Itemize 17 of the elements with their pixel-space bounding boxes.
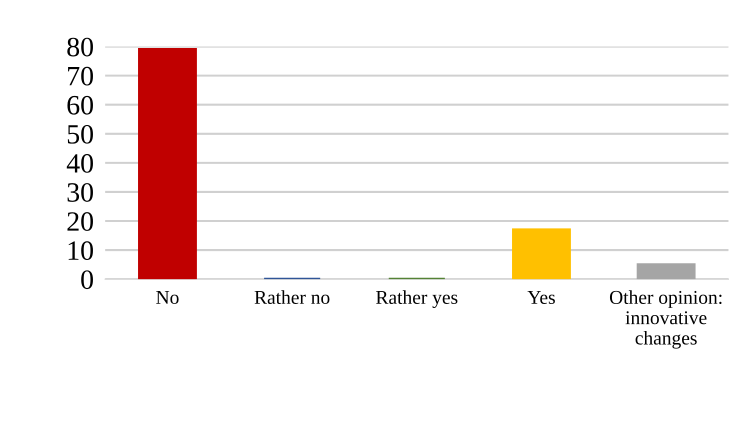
x-tick-label: Rather yes: [376, 290, 458, 308]
y-tick-label: 20: [67, 212, 93, 231]
y-tick-label: 30: [68, 183, 93, 202]
y-tick-label: 60: [67, 96, 93, 115]
bar: [512, 228, 571, 280]
y-tick-label: 40: [66, 154, 93, 173]
bar: [636, 263, 696, 280]
y-tick-label: 50: [68, 124, 93, 144]
x-tick-label: No: [156, 291, 179, 304]
bar: [138, 48, 197, 280]
y-tick-label: 0: [81, 270, 93, 290]
y-tick-label: 70: [68, 66, 93, 86]
x-tick-label: Rather no: [254, 290, 330, 304]
y-tick-label: 80: [67, 38, 93, 56]
y-tick-label: 10: [68, 241, 93, 260]
x-tick-label: Yes: [528, 291, 555, 304]
x-tick-label: Other opinion: innovative changes: [610, 290, 722, 349]
